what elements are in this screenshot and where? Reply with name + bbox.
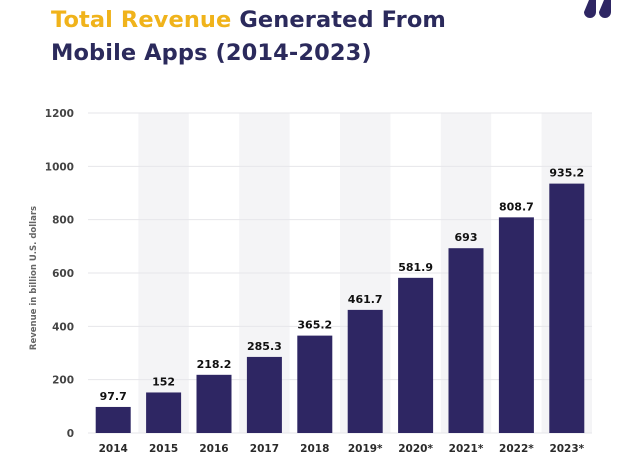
x-tick-label: 2021* (449, 443, 484, 455)
y-tick-label: 800 (52, 215, 74, 227)
x-tick-label: 2015 (149, 443, 178, 455)
bar (347, 309, 383, 433)
y-tick-label: 400 (52, 321, 74, 333)
data-label: 152 (152, 375, 175, 388)
x-tick-label: 2019* (348, 443, 383, 455)
data-label: 808.7 (499, 200, 534, 213)
x-tick-label: 2016 (199, 443, 228, 455)
bar (398, 277, 434, 433)
x-tick-label: 2017 (250, 443, 279, 455)
data-label: 285.3 (247, 340, 282, 353)
bar (196, 374, 232, 433)
brand-drops-icon (584, 0, 611, 18)
title-line-2: Mobile Apps (2014-2023) (51, 40, 372, 66)
chart-title: Total Revenue Generated From Mobile Apps… (51, 4, 446, 70)
y-tick-label: 1200 (45, 108, 74, 120)
x-tick-label: 2020* (398, 443, 433, 455)
y-tick-label: 200 (52, 375, 74, 387)
bar (246, 356, 282, 433)
y-tick-label: 600 (52, 268, 74, 280)
data-label: 97.7 (100, 390, 127, 403)
title-accent: Total Revenue (51, 7, 232, 33)
y-tick-label: 1000 (45, 161, 74, 173)
y-axis-label: Revenue in billion U.S. dollars (29, 206, 39, 350)
x-tick-label: 2014 (99, 443, 128, 455)
x-tick-label: 2023* (549, 443, 584, 455)
x-tick-label: 2022* (499, 443, 534, 455)
bar (549, 183, 585, 433)
data-label: 461.7 (348, 293, 383, 306)
data-label: 693 (455, 231, 478, 244)
x-tick-label: 2018 (300, 443, 329, 455)
y-tick-label: 0 (67, 428, 74, 440)
bar (498, 217, 534, 433)
data-label: 935.2 (549, 167, 584, 180)
bar (146, 392, 182, 433)
bar (297, 335, 333, 433)
data-label: 581.9 (398, 261, 433, 274)
bar (95, 406, 131, 433)
data-label: 365.2 (297, 319, 332, 332)
title-rest: Generated From (231, 7, 446, 33)
bar (448, 248, 484, 433)
data-label: 218.2 (197, 358, 232, 371)
